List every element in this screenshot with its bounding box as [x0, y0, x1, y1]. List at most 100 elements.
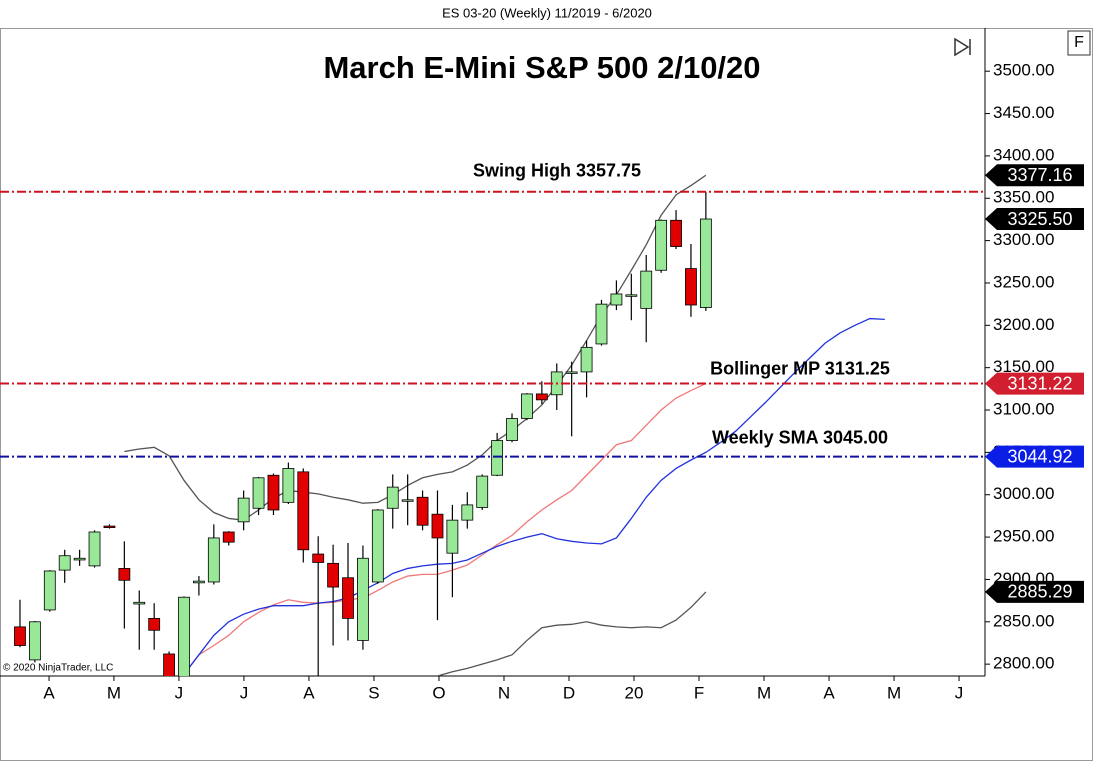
candle-body [178, 596, 190, 676]
candle [580, 340, 593, 398]
candle [118, 541, 131, 629]
candle [699, 191, 712, 311]
candle-body [43, 570, 56, 611]
y-tick-label: 3200.00 [993, 315, 1054, 334]
price-marker-label: 3044.92 [1007, 446, 1072, 466]
candle-body [685, 268, 697, 306]
y-tick-label: 2800.00 [993, 654, 1054, 673]
candle-body [386, 486, 399, 509]
candle [386, 474, 399, 529]
candle-body [610, 293, 623, 306]
candle [446, 504, 459, 598]
candle-body [148, 618, 161, 631]
y-tick-label: 2950.00 [993, 527, 1054, 546]
plot-area [14, 174, 885, 676]
y-tick-label: 3000.00 [993, 484, 1054, 503]
x-tick-label: J [175, 683, 184, 702]
candle-body [565, 371, 578, 374]
candle [461, 492, 474, 529]
price-marker [985, 580, 1084, 603]
price-marker-label: 3325.50 [1007, 209, 1072, 229]
candle [416, 490, 429, 531]
panel-button-label[interactable]: F [1074, 34, 1084, 51]
price-marker-label: 3131.22 [1007, 373, 1072, 393]
candle [535, 381, 548, 405]
candle [133, 590, 146, 650]
x-tick-label: M [757, 683, 771, 702]
candle [148, 603, 161, 650]
annotation: Bollinger MP 3131.25 [710, 358, 890, 378]
candle-body [431, 513, 444, 539]
candle-body [58, 555, 71, 571]
frame [0, 28, 1093, 761]
x-tick-label: N [498, 683, 510, 702]
candle-body [73, 557, 86, 561]
candle [58, 549, 71, 583]
candle [640, 255, 653, 343]
y-tick-label: 3100.00 [993, 400, 1054, 419]
candle [163, 651, 175, 676]
candle [297, 468, 310, 563]
candle-body [640, 270, 653, 309]
candle [193, 576, 205, 596]
candle [476, 474, 489, 510]
x-tick-label: M [107, 683, 121, 702]
price-marker [985, 372, 1084, 395]
candle-body [14, 626, 26, 646]
candle-body [118, 568, 131, 581]
candle-body [655, 219, 668, 271]
candle-body [401, 499, 414, 502]
candle [252, 476, 265, 516]
candle-body [267, 474, 280, 511]
candle [357, 545, 369, 650]
candle-body [163, 653, 175, 676]
candle [491, 432, 504, 477]
candle [521, 393, 533, 421]
copyright: © 2020 NinjaTrader, LLC [3, 663, 113, 674]
candle-body [327, 562, 340, 588]
candle-body [595, 303, 608, 345]
x-tick-label: O [432, 683, 445, 702]
candle-body [699, 218, 712, 308]
candle-body [371, 509, 384, 583]
candle [103, 524, 116, 529]
candle [73, 549, 86, 566]
candle [88, 530, 101, 568]
candle-body [491, 440, 504, 476]
x-tick-label: J [240, 683, 249, 702]
candle [43, 570, 56, 612]
candle [625, 273, 638, 321]
candle-body [282, 468, 295, 503]
scroll-end-icon[interactable] [954, 37, 971, 57]
candle-body [222, 531, 235, 543]
candle-body [461, 504, 474, 521]
candle [610, 280, 623, 311]
candle [401, 474, 414, 526]
candle [178, 596, 190, 676]
annotation: Swing High 3357.75 [473, 160, 641, 180]
annotation: Weekly SMA 3045.00 [712, 427, 888, 447]
candle [207, 524, 220, 585]
candle-body [521, 393, 533, 419]
y-tick-label: 3400.00 [993, 145, 1054, 164]
y-tick-label: 3150.00 [993, 357, 1054, 376]
candle-body [207, 537, 220, 583]
x-tick-label: A [43, 683, 55, 702]
price-marker [985, 164, 1084, 187]
candle-body [342, 577, 354, 619]
indicator-line [437, 591, 707, 676]
candle [371, 509, 384, 584]
candle-body [535, 393, 548, 401]
panel-button[interactable] [1067, 30, 1091, 56]
candle-body [312, 553, 325, 563]
candle-body [133, 601, 146, 605]
y-tick-label: 3450.00 [993, 103, 1054, 122]
candle [282, 462, 295, 505]
candle [267, 473, 280, 516]
candle-body [357, 557, 369, 641]
candle [506, 413, 518, 443]
price-marker-label: 3377.16 [1007, 165, 1072, 185]
candle [342, 543, 354, 641]
